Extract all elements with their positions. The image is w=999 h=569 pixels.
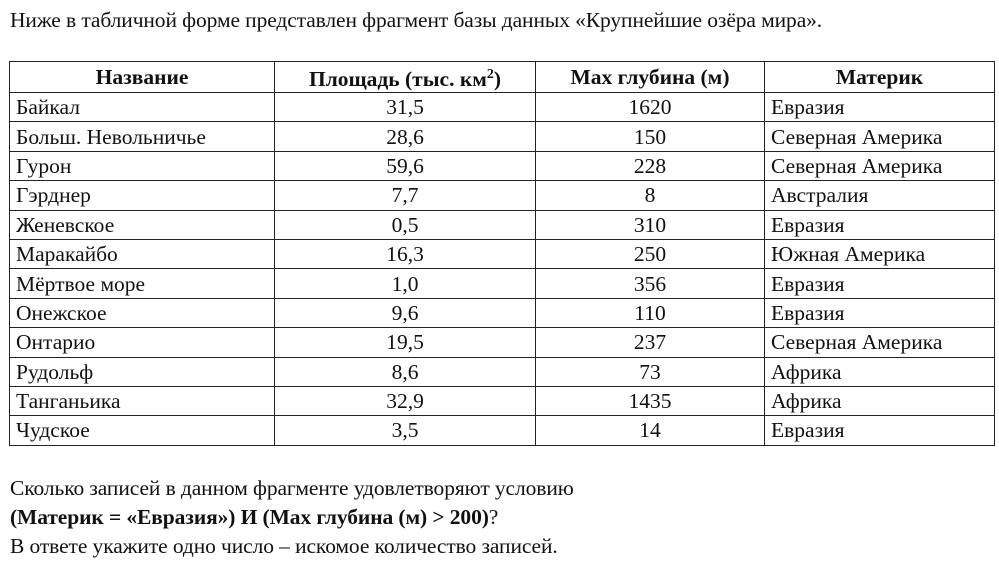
cell-depth: 1435 <box>535 385 765 417</box>
cell-area: 19,5 <box>274 327 536 358</box>
cell-continent: Евразия <box>764 415 995 446</box>
cell-depth: 237 <box>535 327 765 358</box>
cell-area: 0,5 <box>274 209 536 240</box>
cell-name: Онтарио <box>9 327 275 358</box>
table-row: Гэрднер 7,7 8 Австралия <box>9 180 995 211</box>
cell-area: 28,6 <box>274 121 536 152</box>
cell-area: 32,9 <box>274 385 536 417</box>
question-line-3: В ответе укажите одно число – искомое ко… <box>10 534 558 558</box>
question-block: Сколько записей в данном фрагменте удовл… <box>10 474 574 561</box>
cell-continent: Африка <box>764 356 995 387</box>
table-header-row: Название Площадь (тыс. км2) Max глубина … <box>9 61 995 93</box>
cell-continent: Северная Америка <box>764 327 995 358</box>
cell-depth: 8 <box>535 180 765 211</box>
question-line-1: Сколько записей в данном фрагменте удовл… <box>10 476 574 500</box>
cell-depth: 73 <box>535 356 765 387</box>
table-row: Рудольф 8,6 73 Африка <box>9 356 995 387</box>
cell-name: Танганьика <box>9 385 275 417</box>
cell-area: 31,5 <box>274 91 536 123</box>
table-row: Маракайбо 16,3 250 Южная Америка <box>9 238 995 270</box>
table-body: Байкал 31,5 1620 Евразия Больш. Невольничье 2… <box>9 91 995 446</box>
cell-area: 9,6 <box>274 297 536 329</box>
cell-area: 16,3 <box>274 238 536 270</box>
cell-name: Чудское <box>9 415 275 446</box>
question-line-2: (Материк = «Евразия») И (Max глубина (м)… <box>10 503 574 532</box>
cell-continent: Австралия <box>764 180 995 211</box>
cell-continent: Южная Америка <box>764 238 995 270</box>
cell-name: Онежское <box>9 297 275 329</box>
cell-continent: Северная Америка <box>764 150 995 182</box>
header-continent: Материк <box>764 61 995 93</box>
cell-area: 3,5 <box>274 415 536 446</box>
table-row: Гурон 59,6 228 Северная Америка <box>9 150 995 182</box>
table-row: Чудское 3,5 14 Евразия <box>9 415 995 446</box>
cell-depth: 250 <box>535 238 765 270</box>
cell-continent: Евразия <box>764 91 995 123</box>
table-row: Мёртвое море 1,0 356 Евразия <box>9 268 995 299</box>
header-name: Название <box>9 61 275 93</box>
cell-area: 1,0 <box>274 268 536 299</box>
cell-continent: Евразия <box>764 297 995 329</box>
table-row: Байкал 31,5 1620 Евразия <box>9 91 995 123</box>
cell-depth: 150 <box>535 121 765 152</box>
cell-continent: Евразия <box>764 209 995 240</box>
cell-name: Байкал <box>9 91 275 123</box>
cell-name: Больш. Невольничье <box>9 121 275 152</box>
table-row: Женевское 0,5 310 Евразия <box>9 209 995 240</box>
cell-name: Рудольф <box>9 356 275 387</box>
cell-continent: Северная Америка <box>764 121 995 152</box>
header-area-label: Площадь (тыс. км <box>308 67 487 91</box>
table-row: Онежское 9,6 110 Евразия <box>9 297 995 329</box>
header-area-superscript: 2 <box>486 67 494 82</box>
cell-name: Женевское <box>9 209 275 240</box>
intro-text: Ниже в табличной форме представлен фрагм… <box>10 8 823 32</box>
cell-depth: 310 <box>535 209 765 240</box>
table-row: Онтарио 19,5 237 Северная Америка <box>9 327 995 358</box>
cell-name: Гурон <box>9 150 275 182</box>
header-depth: Max глубина (м) <box>535 61 765 93</box>
cell-continent: Евразия <box>764 268 995 299</box>
lakes-table: Название Площадь (тыс. км2) Max глубина … <box>9 61 995 446</box>
cell-depth: 110 <box>535 297 765 329</box>
cell-name: Мёртвое море <box>9 268 275 299</box>
question-condition: (Материк = «Евразия») И (Max глубина (м)… <box>10 505 489 529</box>
cell-name: Гэрднер <box>9 180 275 211</box>
table-row: Больш. Невольничье 28,6 150 Северная Америк… <box>9 121 995 152</box>
cell-depth: 1620 <box>535 91 765 123</box>
cell-name: Маракайбо <box>9 238 275 270</box>
header-area-close: ) <box>493 67 502 91</box>
cell-area: 7,7 <box>274 180 536 211</box>
cell-depth: 356 <box>535 268 765 299</box>
cell-depth: 228 <box>535 150 765 182</box>
header-area: Площадь (тыс. км2) <box>274 61 536 93</box>
table-row: Танганьика 32,9 1435 Африка <box>9 385 995 417</box>
cell-area: 59,6 <box>274 150 536 182</box>
cell-area: 8,6 <box>274 356 536 387</box>
cell-depth: 14 <box>535 415 765 446</box>
question-mark: ? <box>488 505 499 529</box>
cell-continent: Африка <box>764 385 995 417</box>
